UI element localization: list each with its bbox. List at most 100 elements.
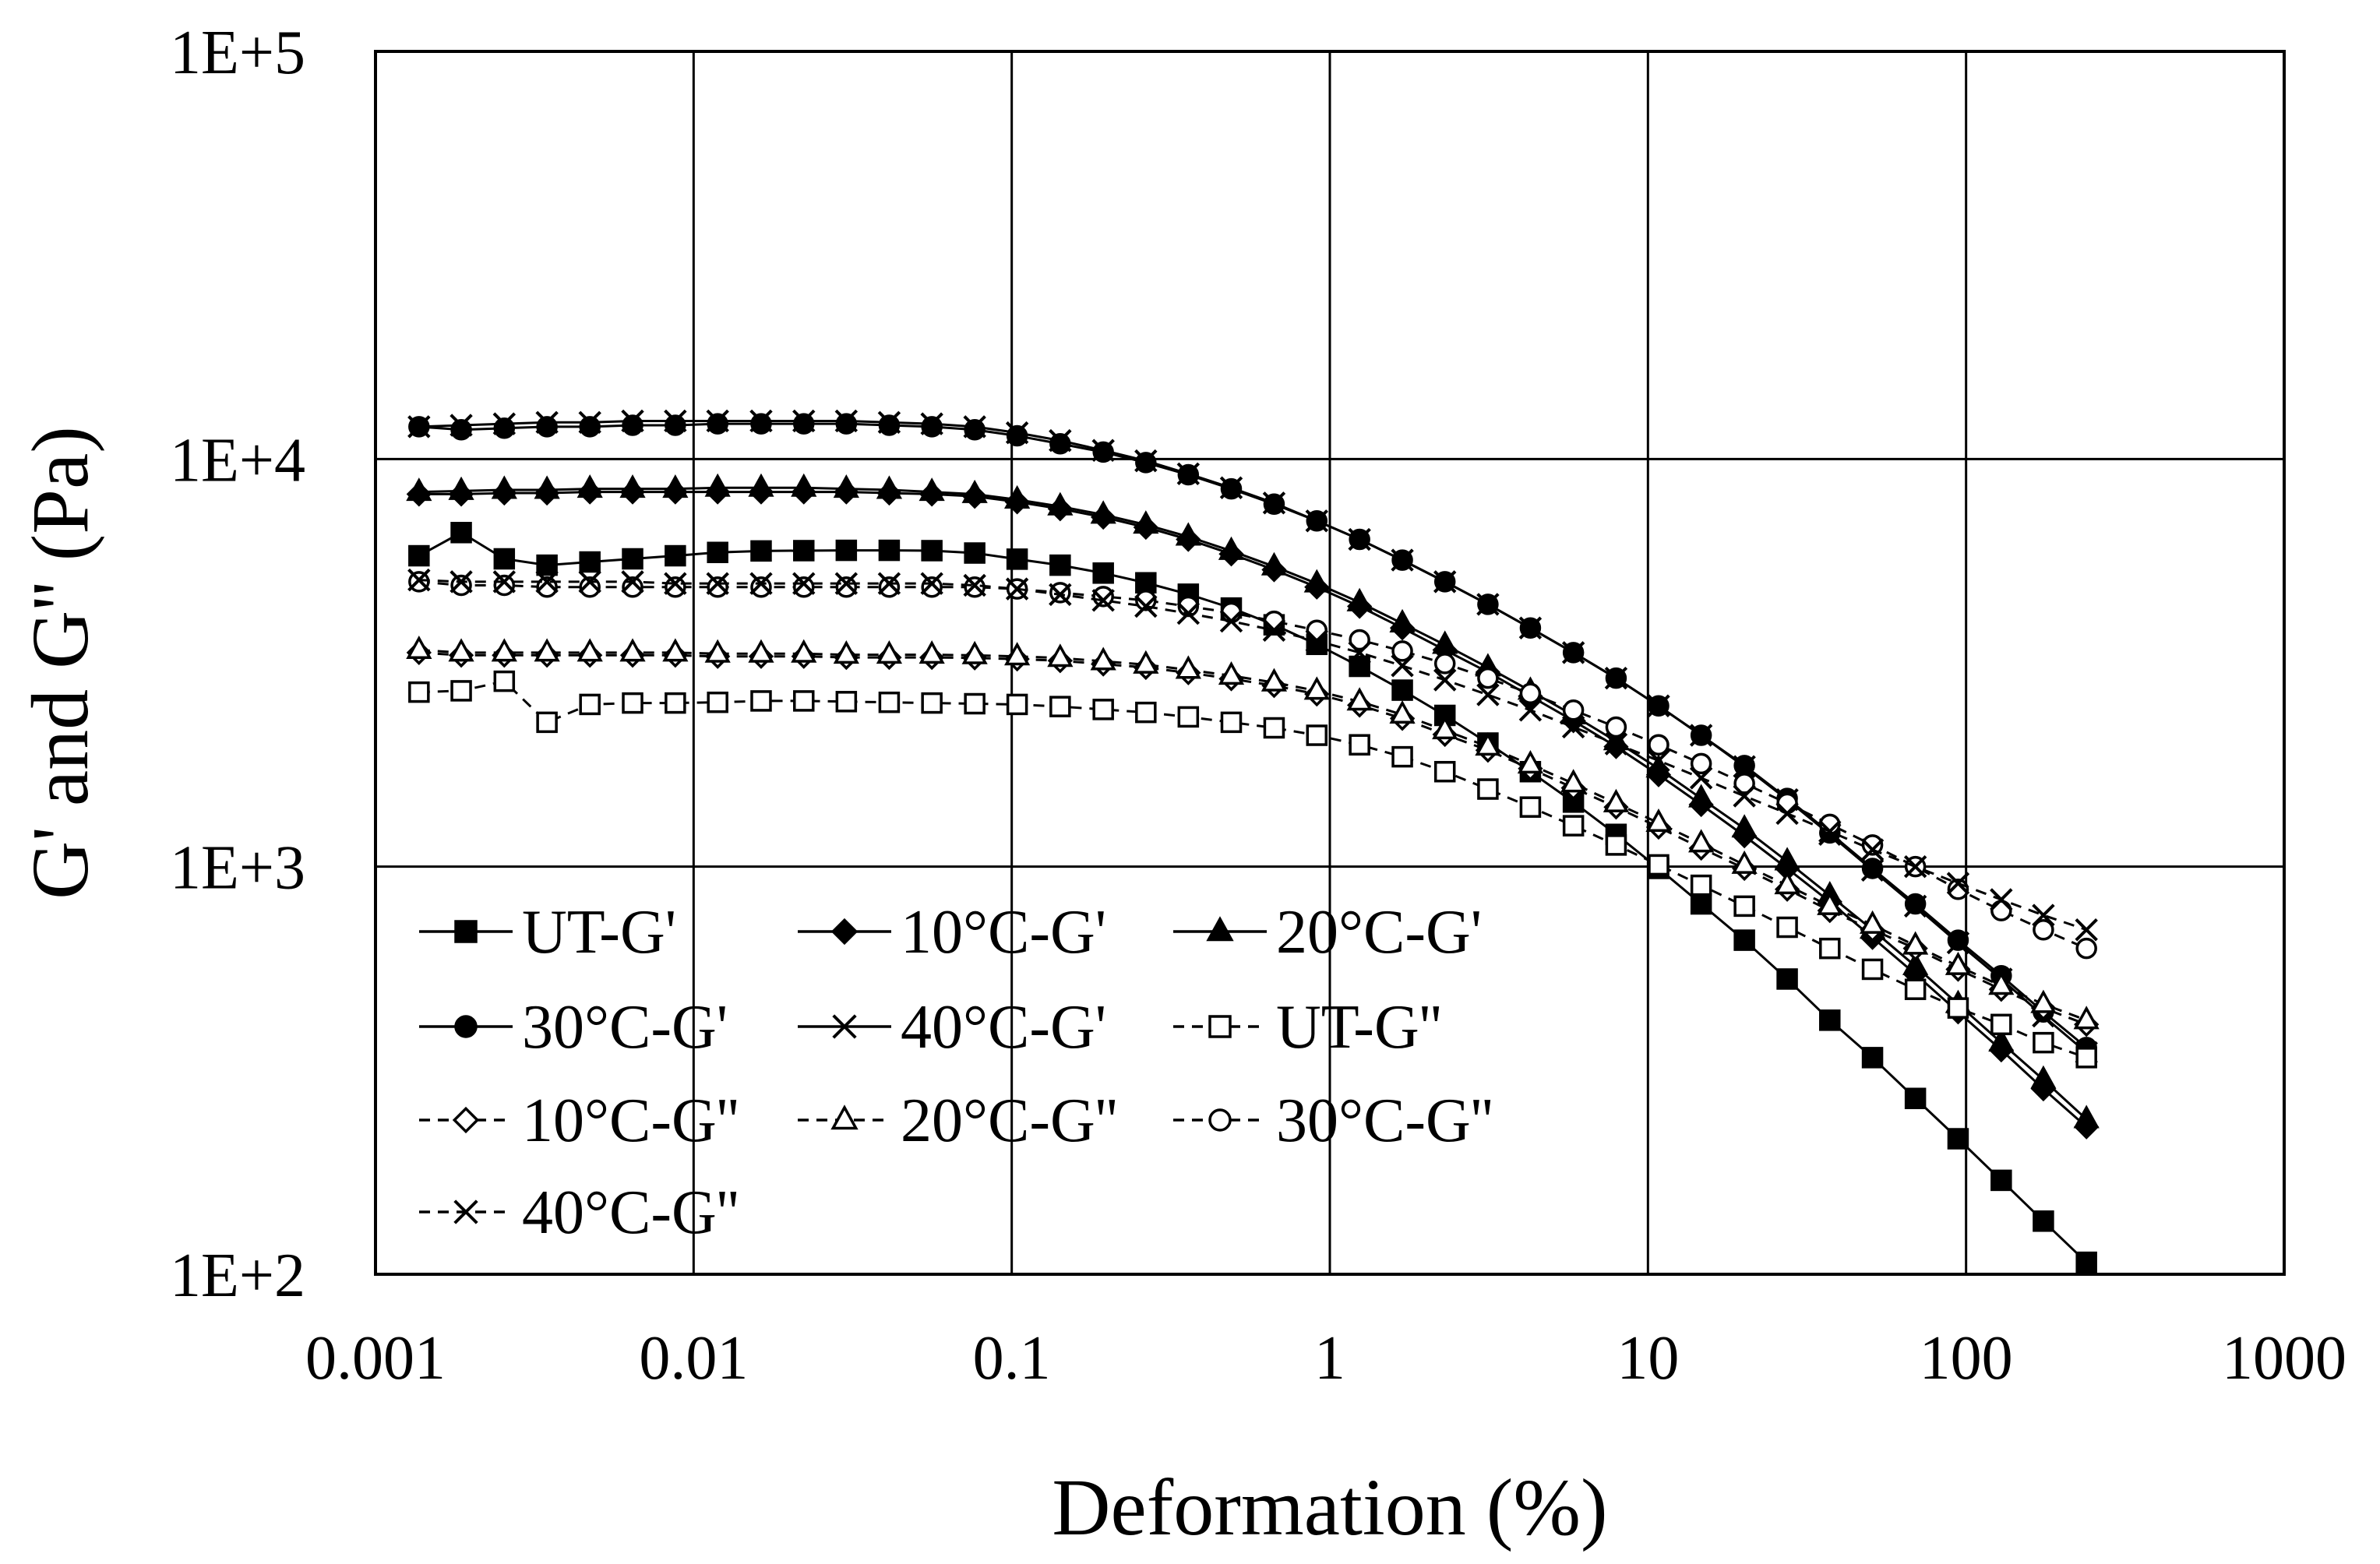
data-point	[1134, 449, 1158, 473]
data-point	[1477, 778, 1499, 800]
data-point	[491, 475, 517, 499]
y-tick-label: 1E+4	[170, 426, 305, 495]
data-point	[1391, 679, 1413, 701]
y-tick-labels: 1E+2 1E+3 1E+4 1E+5	[170, 19, 305, 1310]
data-point	[1648, 734, 1670, 756]
data-point	[749, 572, 773, 595]
data-point	[1049, 696, 1071, 717]
data-point	[1092, 699, 1114, 720]
data-point	[1688, 829, 1715, 853]
data-point	[536, 711, 558, 734]
data-point	[920, 412, 943, 435]
x-tick-label: 100	[1920, 1324, 2013, 1393]
legend-label: UT-G''	[1276, 993, 1442, 1062]
data-point	[1647, 694, 1670, 717]
data-point	[1688, 784, 1715, 808]
series-line	[418, 579, 2087, 932]
data-point	[1176, 601, 1201, 625]
data-point	[1774, 847, 1800, 871]
data-point	[1091, 439, 1115, 462]
y-tick-label: 1E+3	[170, 834, 305, 903]
legend-marker	[830, 1104, 859, 1130]
data-point	[1903, 854, 1927, 879]
data-point	[664, 572, 687, 595]
data-point	[579, 693, 601, 716]
data-point	[1733, 773, 1755, 794]
data-point	[877, 572, 901, 595]
data-point	[1690, 752, 1712, 775]
data-point	[2032, 904, 2055, 927]
data-point	[1690, 893, 1712, 915]
data-point	[707, 413, 728, 435]
data-point	[2075, 918, 2098, 942]
data-point	[1389, 608, 1416, 632]
x-axis-title: Deformation (%)	[1052, 1463, 1607, 1552]
data-point	[1006, 548, 1028, 570]
data-point	[621, 409, 644, 433]
data-point	[1604, 732, 1628, 756]
data-point	[921, 416, 943, 438]
data-point	[492, 412, 517, 435]
data-point	[1861, 1047, 1884, 1069]
data-point	[1047, 491, 1074, 516]
data-point	[450, 570, 473, 594]
series-line	[418, 486, 2088, 1121]
data-point	[1731, 850, 1758, 874]
data-point	[450, 574, 472, 597]
data-point	[1005, 421, 1029, 445]
data-point	[1988, 1028, 2015, 1052]
data-point	[493, 574, 516, 597]
data-point	[750, 413, 772, 435]
series-ut-g-double-prime	[408, 670, 2097, 1069]
data-point	[1346, 687, 1373, 711]
data-point	[1305, 509, 1328, 533]
data-point	[622, 692, 643, 714]
data-point	[1306, 619, 1328, 641]
data-point	[792, 409, 816, 433]
data-point	[1432, 630, 1458, 654]
data-point	[750, 576, 772, 598]
legend-label: 40°C-G'	[901, 993, 1106, 1062]
data-point	[1561, 641, 1585, 664]
data-point	[1562, 815, 1585, 837]
data-point	[1133, 510, 1159, 534]
series-ut-g-prime	[408, 522, 2097, 1273]
data-point	[1391, 548, 1414, 572]
data-point	[1988, 971, 2015, 995]
data-point	[1177, 595, 1200, 618]
data-point	[964, 418, 985, 441]
data-point	[2075, 1251, 2097, 1273]
data-point	[1091, 589, 1115, 612]
data-point	[1004, 642, 1031, 666]
data-point	[1860, 838, 1885, 861]
data-point	[493, 548, 516, 570]
data-point	[1261, 668, 1288, 692]
data-point	[578, 410, 601, 434]
data-point	[750, 690, 772, 712]
data-point	[1689, 724, 1713, 747]
data-point	[1133, 650, 1159, 674]
legend-label: 10°C-G'	[901, 898, 1106, 967]
data-point	[1947, 929, 1969, 951]
data-point	[1135, 701, 1157, 724]
data-point	[1176, 462, 1201, 485]
x-tick-label: 1	[1314, 1324, 1345, 1393]
data-point	[2033, 1210, 2054, 1232]
data-point	[2030, 989, 2057, 1013]
data-point	[704, 473, 731, 497]
data-point	[748, 473, 774, 497]
legend: UT-G' 10°C-G' 20°C-G' 30°C-G' 40°C-G' UT-G'' 1…	[419, 898, 1493, 1247]
data-point	[1818, 819, 1842, 844]
data-point	[878, 414, 901, 436]
data-point	[1861, 958, 1884, 981]
data-point	[1902, 951, 1929, 975]
data-point	[1519, 682, 1542, 705]
legend-label: UT-G'	[522, 898, 676, 967]
data-point	[493, 670, 516, 692]
data-point	[1006, 693, 1028, 716]
data-point	[919, 477, 945, 502]
legend-entry-20c-g-double-prime: 20°C-G''	[798, 1087, 1118, 1155]
data-point	[1090, 646, 1116, 671]
x-tick-label: 0.1	[973, 1324, 1051, 1393]
legend-label: 30°C-G'	[522, 993, 728, 1062]
